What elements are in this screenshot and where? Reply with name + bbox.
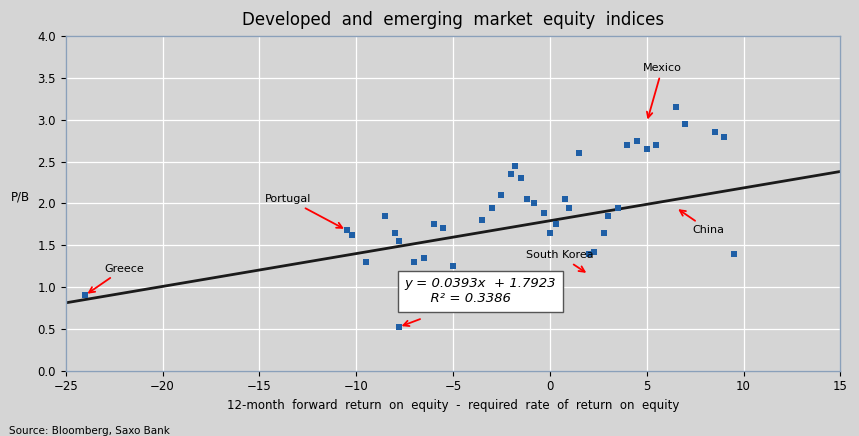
Point xyxy=(597,229,611,236)
Point xyxy=(509,162,522,169)
Point xyxy=(537,210,551,217)
Text: Mexico: Mexico xyxy=(643,63,682,118)
Point xyxy=(563,204,576,211)
Point xyxy=(345,232,359,238)
Point xyxy=(601,212,615,219)
Point xyxy=(359,259,373,266)
Point xyxy=(640,146,654,153)
Point xyxy=(392,324,405,330)
Point xyxy=(495,191,509,198)
Text: Portugal: Portugal xyxy=(265,194,342,228)
Point xyxy=(379,212,393,219)
Point xyxy=(407,259,421,266)
Point xyxy=(649,141,663,148)
Point xyxy=(631,137,644,144)
Point xyxy=(520,196,533,203)
Point xyxy=(588,249,601,255)
Point xyxy=(78,292,92,299)
Point xyxy=(572,150,586,157)
Point xyxy=(504,170,518,177)
Point xyxy=(514,175,527,182)
Point xyxy=(527,200,541,207)
Point xyxy=(485,204,499,211)
Point xyxy=(392,238,405,245)
Point xyxy=(708,129,722,136)
Point xyxy=(582,250,595,257)
Title: Developed  and  emerging  market  equity  indices: Developed and emerging market equity ind… xyxy=(242,11,664,29)
Point xyxy=(436,225,450,232)
Point xyxy=(727,250,740,257)
Point xyxy=(417,254,431,261)
Text: Russia: Russia xyxy=(404,305,461,326)
Point xyxy=(543,229,557,236)
Point xyxy=(679,120,692,127)
Text: Greece: Greece xyxy=(89,264,143,293)
Point xyxy=(549,221,563,228)
Text: China: China xyxy=(679,210,725,235)
Point xyxy=(450,275,464,282)
Point xyxy=(669,104,683,111)
Point xyxy=(388,229,402,236)
Point xyxy=(427,221,441,228)
Text: y = 0.0393x  + 1.7923
      R² = 0.3386: y = 0.0393x + 1.7923 R² = 0.3386 xyxy=(405,277,556,305)
Point xyxy=(611,204,624,211)
Point xyxy=(446,262,460,269)
Y-axis label: P/B: P/B xyxy=(11,191,30,203)
Point xyxy=(558,196,572,203)
Text: South Korea: South Korea xyxy=(526,250,594,272)
Text: Source: Bloomberg, Saxo Bank: Source: Bloomberg, Saxo Bank xyxy=(9,426,169,436)
X-axis label: 12-month  forward  return  on  equity  -  required  rate  of  return  on  equity: 12-month forward return on equity - requ… xyxy=(227,399,679,412)
Point xyxy=(475,217,489,224)
Point xyxy=(620,141,634,148)
Point xyxy=(717,133,731,140)
Point xyxy=(339,227,353,234)
